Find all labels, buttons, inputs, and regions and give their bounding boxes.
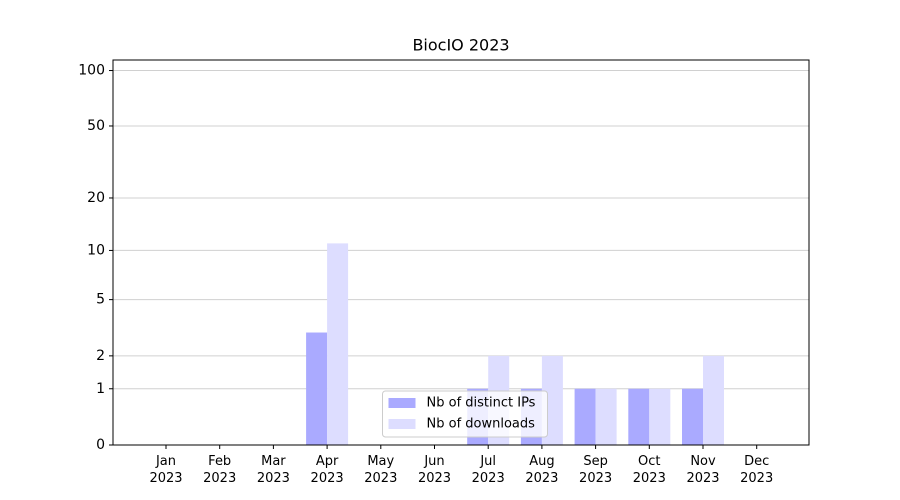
x-tick-label: Nov 2023	[686, 454, 720, 486]
bar	[327, 243, 349, 445]
x-tick-label: Apr 2023	[310, 454, 344, 486]
x-tick-label: Sep 2023	[579, 454, 613, 486]
y-tick-label: 2	[96, 348, 105, 364]
x-tick-label: May 2023	[364, 454, 398, 486]
x-tick-label: Jun 2023	[417, 454, 452, 486]
y-tick-label: 50	[87, 118, 105, 134]
x-tick-label: Feb 2023	[203, 454, 237, 486]
y-tick-label: 1	[96, 381, 105, 397]
x-tick-label: Jan 2023	[149, 454, 183, 486]
plot-frame	[112, 59, 810, 446]
bar	[628, 388, 650, 445]
bar	[649, 388, 671, 445]
y-tick-label: 10	[87, 242, 105, 258]
bar	[703, 355, 724, 445]
bar	[682, 388, 703, 445]
x-tick-label: Dec 2023	[740, 454, 774, 486]
x-tick-label: Mar 2023	[256, 454, 290, 486]
bar	[595, 388, 617, 445]
legend-swatch	[388, 398, 416, 408]
chart-title: BiocIO 2023	[412, 36, 509, 55]
y-tick-label: 0	[96, 437, 105, 453]
bar	[574, 388, 596, 445]
legend-label: Nb of distinct IPs	[427, 396, 536, 411]
bar	[306, 332, 328, 445]
legend-box	[382, 390, 548, 438]
x-tick-label: Jul 2023	[471, 454, 505, 486]
legend-label: Nb of downloads	[427, 417, 536, 432]
x-tick-label: Oct 2023	[632, 454, 666, 486]
y-tick-label: 100	[78, 63, 105, 79]
legend-swatch	[388, 419, 416, 429]
x-tick-label: Aug 2023	[525, 454, 559, 486]
legend: Nb of distinct IPs Nb of downloads	[382, 390, 548, 438]
y-tick-label: 20	[87, 190, 105, 206]
y-tick-label: 5	[96, 292, 105, 308]
